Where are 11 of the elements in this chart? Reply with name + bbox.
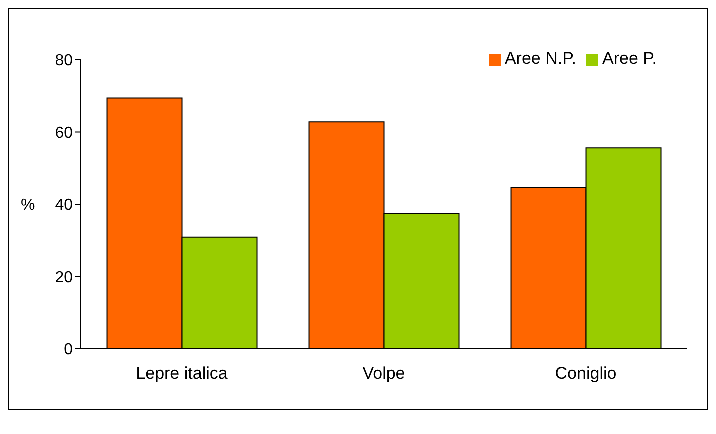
y-tick-label: 80 xyxy=(55,52,74,70)
x-tick-label: Coniglio xyxy=(555,364,617,384)
y-tick-label: 0 xyxy=(64,342,74,359)
legend-label: Aree P. xyxy=(602,49,657,68)
y-tick-label: 60 xyxy=(55,124,74,142)
legend-label: Aree N.P. xyxy=(504,49,576,68)
y-tick-label: 20 xyxy=(55,269,74,286)
x-tick-label: Volpe xyxy=(362,364,406,384)
y-axis-title: % xyxy=(21,197,36,214)
x-tick-label: Lepre italica xyxy=(136,364,228,384)
y-tick-label: 40 xyxy=(55,197,74,214)
